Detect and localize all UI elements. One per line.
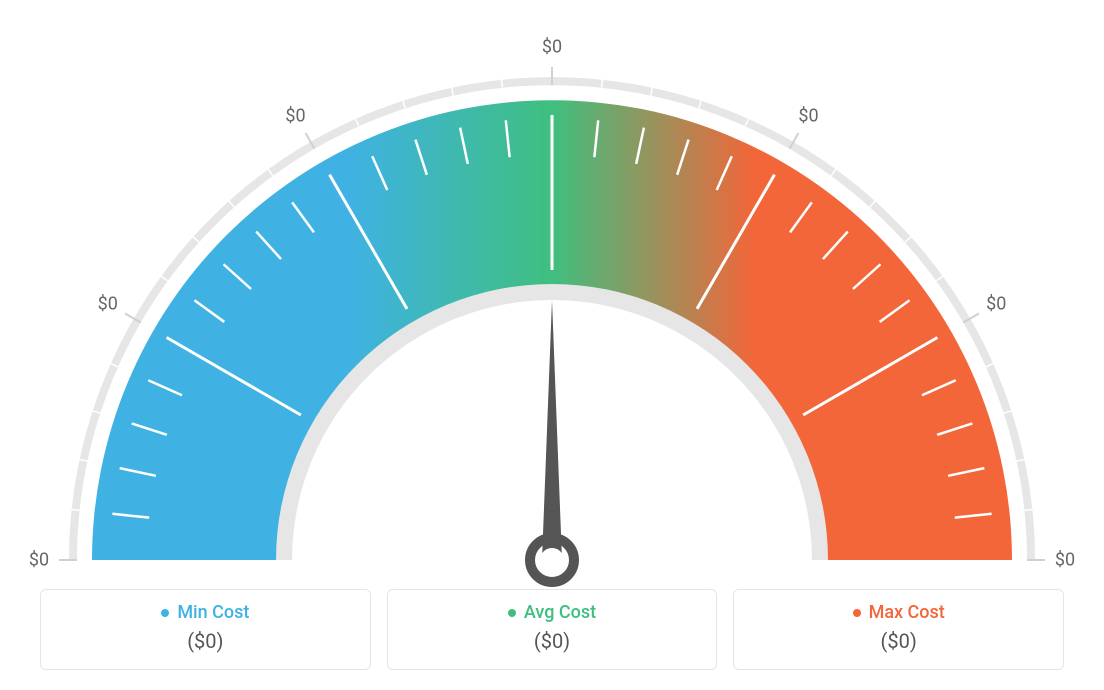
gauge-tick-label: $0: [285, 105, 305, 126]
legend-box-min: Min Cost ($0): [40, 589, 371, 671]
gauge-tick-label: $0: [798, 105, 818, 126]
legend-value-max: ($0): [752, 629, 1045, 653]
legend-dot-max: [853, 609, 861, 617]
legend-box-max: Max Cost ($0): [733, 589, 1064, 671]
legend-label-avg: Avg Cost: [508, 602, 596, 623]
legend-dot-avg: [508, 609, 516, 617]
legend-label-min: Min Cost: [161, 602, 249, 623]
gauge-chart: $0$0$0$0$0$0$0: [0, 0, 1104, 560]
legend-row: Min Cost ($0) Avg Cost ($0) Max Cost ($0…: [40, 589, 1064, 671]
gauge-svg: [0, 40, 1104, 600]
legend-dot-min: [161, 609, 169, 617]
gauge-tick-label: $0: [986, 293, 1006, 314]
legend-value-min: ($0): [59, 629, 352, 653]
legend-text-max: Max Cost: [869, 602, 945, 623]
legend-label-max: Max Cost: [853, 602, 945, 623]
gauge-tick-label: $0: [98, 293, 118, 314]
legend-value-avg: ($0): [406, 629, 699, 653]
gauge-tick-label: $0: [1055, 550, 1075, 571]
gauge-tick-label: $0: [29, 550, 49, 571]
legend-box-avg: Avg Cost ($0): [387, 589, 718, 671]
legend-text-avg: Avg Cost: [524, 602, 596, 623]
gauge-tick-label: $0: [542, 37, 562, 58]
legend-text-min: Min Cost: [177, 602, 249, 623]
